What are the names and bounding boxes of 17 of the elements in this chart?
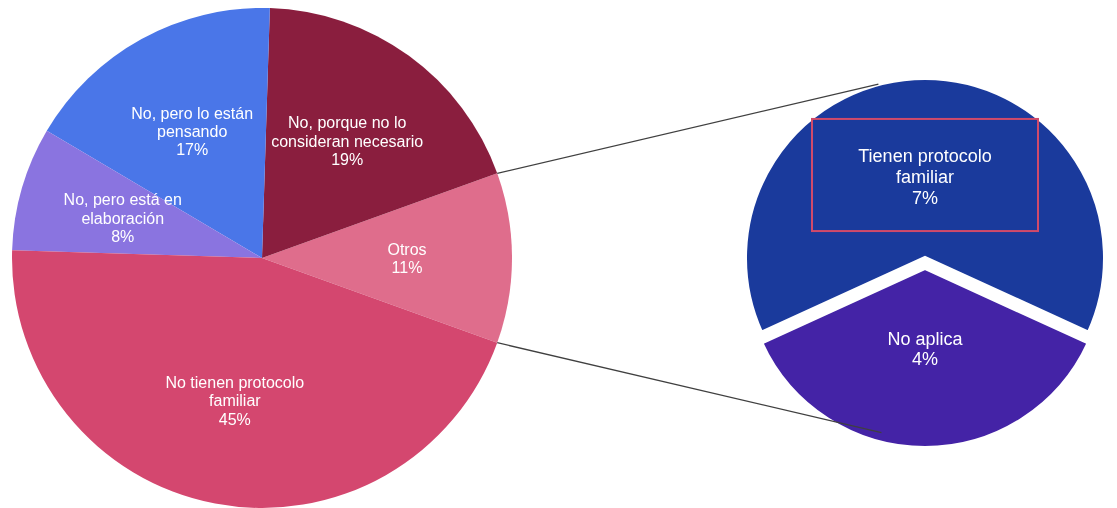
data-label: 8%	[111, 227, 135, 245]
slice-label: Otros	[387, 240, 427, 258]
slice-label: No, porque no lo consideran necesario	[271, 113, 424, 150]
data-label: 4%	[911, 349, 939, 370]
data-label: 19%	[331, 150, 364, 168]
pie-slice	[46, 8, 270, 258]
data-label: 17%	[176, 140, 209, 158]
slice-label: Tienen protocolo familiar	[858, 146, 992, 187]
data-label: 7%	[911, 187, 939, 208]
slice-label: No tienen protocolo familiar	[165, 373, 305, 409]
data-label: 11%	[391, 258, 423, 276]
pie-slice	[262, 173, 512, 343]
pie-slice	[262, 8, 498, 258]
slice-label: No aplica	[887, 328, 964, 349]
slice-label: No, pero está en elaboración	[63, 190, 182, 227]
slice-label: No, pero lo están pensando	[131, 104, 254, 140]
data-label: 45%	[218, 410, 251, 428]
